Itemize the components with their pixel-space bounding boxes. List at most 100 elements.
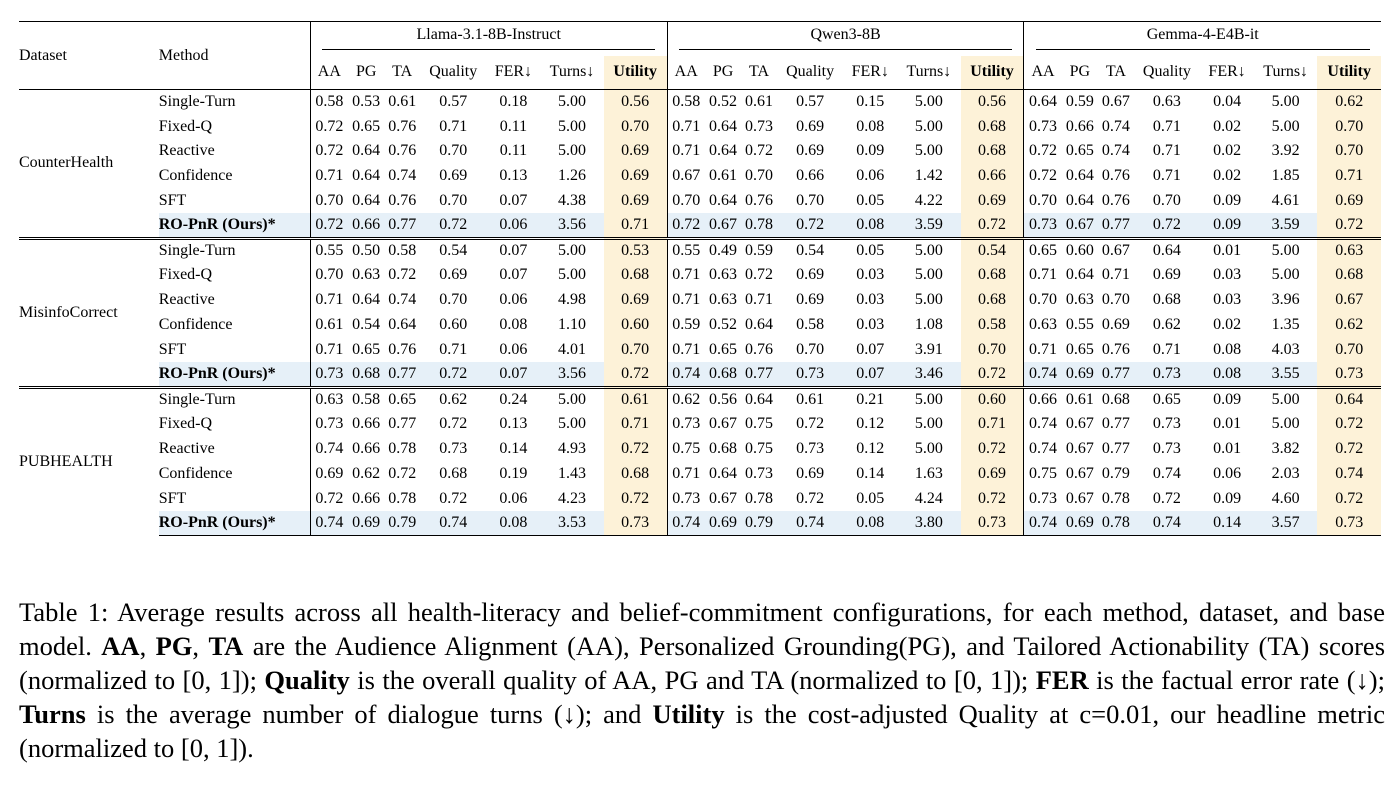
table-cell: 0.64 bbox=[1317, 385, 1381, 412]
table-cell: 0.78 bbox=[1098, 511, 1134, 537]
table-cell: 0.72 bbox=[1023, 139, 1062, 164]
table-cell: 0.72 bbox=[796, 489, 825, 507]
table-cell: 0.72 bbox=[745, 142, 774, 160]
table-cell: 0.71 bbox=[1023, 263, 1062, 288]
table-cell: 0.69 bbox=[603, 139, 668, 164]
table-cell: 0.21 bbox=[843, 385, 898, 412]
table-cell: 0.70 bbox=[439, 142, 468, 160]
table-cell: 0.77 bbox=[384, 213, 420, 239]
table-cell: 0.14 bbox=[856, 464, 885, 482]
metric-header: TA bbox=[749, 63, 770, 81]
table-cell: 0.64 bbox=[709, 142, 738, 160]
method-name: Confidence bbox=[158, 316, 233, 334]
table-cell: 0.75 bbox=[1023, 461, 1062, 487]
table-cell: 0.58 bbox=[666, 89, 705, 115]
table-cell: 0.02 bbox=[1213, 117, 1242, 135]
table-cell: 0.06 bbox=[1213, 464, 1242, 482]
table-cell: 0.69 bbox=[704, 511, 742, 537]
caption-text: are the Audience Alignment (AA), Persona… bbox=[19, 631, 1386, 695]
method-name: RO-PnR (Ours)* bbox=[158, 213, 311, 239]
table-cell: 0.54 bbox=[352, 316, 381, 334]
table-cell: 0.67 bbox=[709, 489, 738, 507]
table-cell: 4.93 bbox=[558, 440, 586, 458]
method-name: Single-Turn bbox=[158, 236, 311, 264]
metric-header: FER↓ bbox=[1208, 63, 1246, 81]
table-cell: 0.06 bbox=[499, 489, 528, 507]
table-cell: 5.00 bbox=[914, 142, 943, 160]
table-cell: 0.08 bbox=[843, 511, 898, 537]
table-cell: 0.71 bbox=[745, 291, 774, 309]
table-cell: 0.72 bbox=[603, 362, 668, 388]
table-row: Confidence 0.71 0.64 0.74 0.69 0.13 1.26 0.69 0.… bbox=[19, 163, 1381, 189]
table-cell: 5.00 bbox=[558, 266, 586, 284]
table-cell: 0.72 bbox=[309, 114, 348, 140]
results-table-body: CounterHealth Single-Turn 0.58 0.53 0.61 0.57… bbox=[19, 89, 1381, 537]
table-cell: 0.50 bbox=[347, 236, 385, 264]
table-cell: 0.63 bbox=[1065, 291, 1094, 309]
table-cell: 0.67 bbox=[1061, 213, 1099, 239]
table-cell: 0.71 bbox=[1152, 117, 1181, 135]
dataset-name: CounterHealth bbox=[19, 89, 159, 239]
table-cell: 0.70 bbox=[1101, 291, 1130, 309]
table-cell: 0.77 bbox=[1101, 415, 1130, 433]
table-cell: 0.71 bbox=[666, 461, 705, 487]
table-cell: 0.14 bbox=[1200, 511, 1254, 537]
table-cell: 0.68 bbox=[960, 263, 1024, 288]
table-cell: 0.64 bbox=[1133, 236, 1201, 264]
table-cell: 0.73 bbox=[1023, 114, 1062, 140]
table-cell: 4.98 bbox=[558, 291, 586, 309]
table-cell: 0.77 bbox=[1098, 213, 1134, 239]
metric-header: Quality bbox=[1142, 63, 1191, 81]
dataset-column-header: Dataset bbox=[19, 21, 159, 90]
method-name: RO-PnR (Ours)* bbox=[158, 511, 311, 537]
method-name: SFT bbox=[158, 489, 187, 507]
method-name: Fixed-Q bbox=[158, 117, 213, 135]
table-cell: 0.03 bbox=[856, 316, 885, 334]
table-cell: 0.63 bbox=[352, 266, 381, 284]
table-cell: 0.61 bbox=[776, 385, 844, 412]
table-cell: 0.69 bbox=[309, 461, 348, 487]
table-cell: 0.74 bbox=[666, 362, 705, 388]
table-cell: 0.58 bbox=[796, 316, 825, 334]
table-cell: 5.00 bbox=[914, 117, 943, 135]
table-cell: 0.63 bbox=[709, 266, 738, 284]
table-cell: 0.78 bbox=[1101, 489, 1130, 507]
table-cell: 5.00 bbox=[914, 440, 943, 458]
table-cell: 0.64 bbox=[745, 316, 774, 334]
model-header-row: Dataset Method Llama-3.1-8B-Instruct Qwe… bbox=[19, 21, 1381, 90]
caption-aa-term: AA bbox=[101, 631, 140, 661]
table-cell: 0.63 bbox=[709, 291, 738, 309]
table-cell: 0.04 bbox=[1200, 89, 1254, 115]
table-cell: 0.15 bbox=[843, 89, 898, 115]
table-cell: 0.70 bbox=[309, 188, 348, 214]
table-cell: 0.64 bbox=[709, 464, 738, 482]
table-cell: 0.54 bbox=[419, 236, 487, 264]
table-cell: 0.72 bbox=[960, 436, 1024, 462]
table-row: Fixed-Q 0.70 0.63 0.72 0.69 0.07 5.00 0.68 0.71 0… bbox=[19, 263, 1381, 288]
method-name: RO-PnR (Ours)* bbox=[158, 362, 311, 388]
table-cell: 0.66 bbox=[960, 163, 1024, 189]
table-cell: 0.68 bbox=[960, 139, 1024, 164]
table-cell: 0.68 bbox=[603, 461, 668, 487]
table-cell: 4.22 bbox=[914, 192, 943, 210]
table-cell: 0.71 bbox=[1152, 167, 1181, 185]
table-cell: 1.26 bbox=[558, 167, 586, 185]
table-cell: 0.74 bbox=[419, 511, 487, 537]
table-row: Fixed-Q 0.72 0.65 0.76 0.71 0.11 5.00 0.70 0.71 0… bbox=[19, 114, 1381, 140]
table-cell: 0.64 bbox=[1065, 192, 1094, 210]
table-cell: 0.73 bbox=[309, 362, 348, 388]
table-cell: 0.63 bbox=[1133, 89, 1201, 115]
table-cell: 0.64 bbox=[352, 192, 381, 210]
table-row: CounterHealth Single-Turn 0.58 0.53 0.61 0.57… bbox=[19, 89, 1381, 239]
table-cell: 1.63 bbox=[914, 464, 943, 482]
table-cell: 4.38 bbox=[558, 192, 586, 210]
table-cell: 0.03 bbox=[1213, 266, 1242, 284]
metric-header: Quality bbox=[429, 63, 478, 81]
table-row: Reactive 0.74 0.66 0.78 0.73 0.14 4.93 0.72 0.75… bbox=[19, 436, 1381, 462]
table-cell: 0.52 bbox=[709, 316, 738, 334]
method-name: Reactive bbox=[158, 291, 215, 309]
table-cell: 0.79 bbox=[384, 511, 420, 537]
method-name: Confidence bbox=[158, 167, 233, 185]
caption-text: is the average number of dialogue turns … bbox=[85, 699, 653, 729]
table-cell: 0.66 bbox=[352, 489, 381, 507]
